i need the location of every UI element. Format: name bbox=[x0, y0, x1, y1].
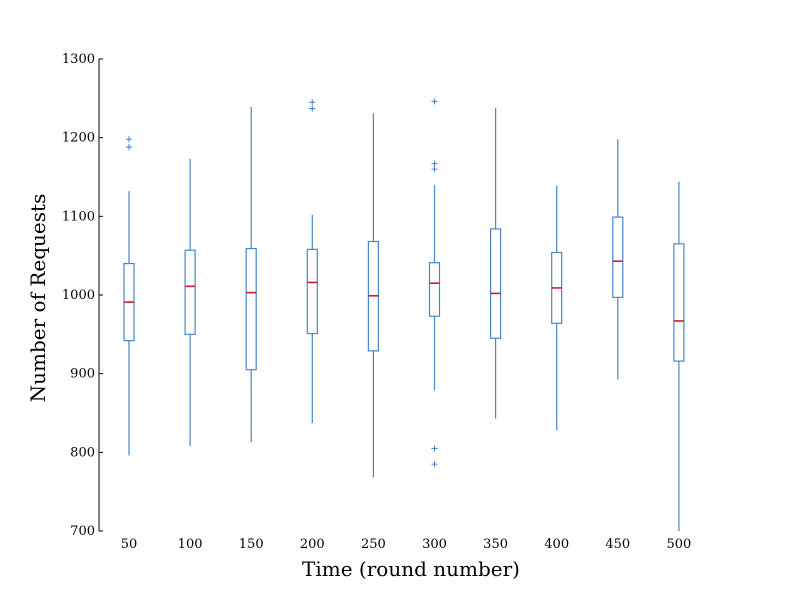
outlier-point bbox=[431, 445, 438, 452]
box bbox=[428, 262, 441, 317]
y-tick-label: 1300 bbox=[62, 52, 95, 67]
box bbox=[612, 216, 624, 298]
outlier-point bbox=[309, 105, 316, 112]
y-tick-label: 900 bbox=[70, 367, 95, 382]
outlier-point bbox=[431, 461, 438, 468]
outlier-point bbox=[126, 136, 132, 143]
box bbox=[245, 247, 257, 371]
box bbox=[306, 248, 318, 335]
box bbox=[673, 243, 685, 362]
y-tick-label: 1000 bbox=[62, 288, 95, 303]
x-tick-label: 200 bbox=[300, 537, 325, 552]
outlier-point bbox=[309, 99, 316, 106]
x-axis-label: Time (round number) bbox=[302, 557, 520, 581]
box bbox=[490, 228, 502, 339]
y-tick-label: 1100 bbox=[62, 209, 95, 224]
x-tick-label: 350 bbox=[483, 537, 508, 552]
y-axis-label: Number of Requests bbox=[26, 194, 50, 403]
x-tick-label: 400 bbox=[544, 537, 569, 552]
y-tick-label: 700 bbox=[70, 524, 95, 539]
y-tick-label: 800 bbox=[70, 445, 95, 460]
x-tick-label: 150 bbox=[239, 537, 264, 552]
plot-area: 700 800 900 1000 1100 1200 1300 50 100 150 200 250 3… bbox=[62, 52, 691, 552]
x-tick-label: 300 bbox=[422, 537, 447, 552]
outlier-point bbox=[431, 166, 438, 173]
x-tick-label: 100 bbox=[178, 537, 203, 552]
outlier-point bbox=[431, 160, 438, 167]
outlier-point bbox=[431, 98, 438, 105]
box bbox=[184, 249, 196, 335]
x-tick-label: 500 bbox=[666, 537, 691, 552]
x-tick-label: 450 bbox=[605, 537, 630, 552]
x-tick-label: 50 bbox=[121, 537, 138, 552]
y-tick-label: 1200 bbox=[62, 131, 95, 146]
outlier-point bbox=[126, 144, 132, 151]
x-tick-label: 250 bbox=[361, 537, 386, 552]
